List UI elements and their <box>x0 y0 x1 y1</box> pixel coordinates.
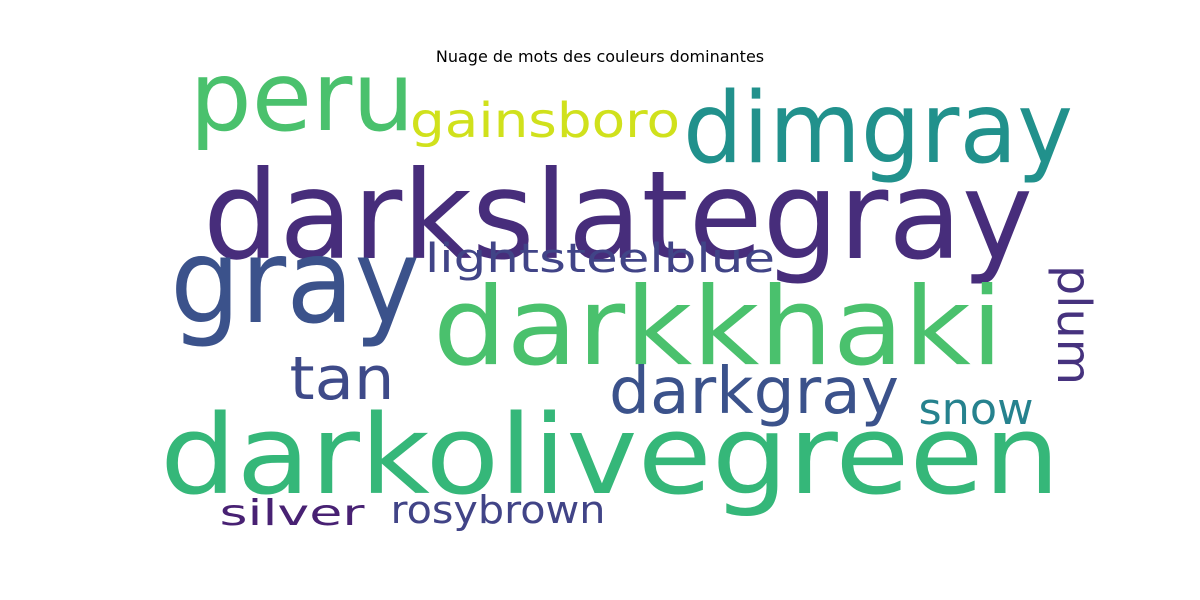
word-darkkhaki: darkkhaki <box>433 265 1003 390</box>
word-gainsboro: gainsboro <box>410 93 680 149</box>
word-gray: gray <box>170 212 420 350</box>
word-peru: peru <box>190 41 415 153</box>
word-plum: plum <box>1047 265 1101 385</box>
word-snow: snow <box>919 384 1034 435</box>
word-darkolivegreen: darkolivegreen <box>160 391 1060 519</box>
word-silver: silver <box>220 493 365 534</box>
word-darkslategray: darkslategray <box>203 145 1033 287</box>
word-rosybrown: rosybrown <box>391 488 606 532</box>
word-darkgray: darkgray <box>609 355 899 429</box>
word-tan: tan <box>290 344 395 414</box>
word-dimgray: dimgray <box>683 72 1073 186</box>
word-lightsteelblue: lightsteelblue <box>425 236 775 282</box>
chart-title: Nuage de mots des couleurs dominantes <box>435 47 765 66</box>
